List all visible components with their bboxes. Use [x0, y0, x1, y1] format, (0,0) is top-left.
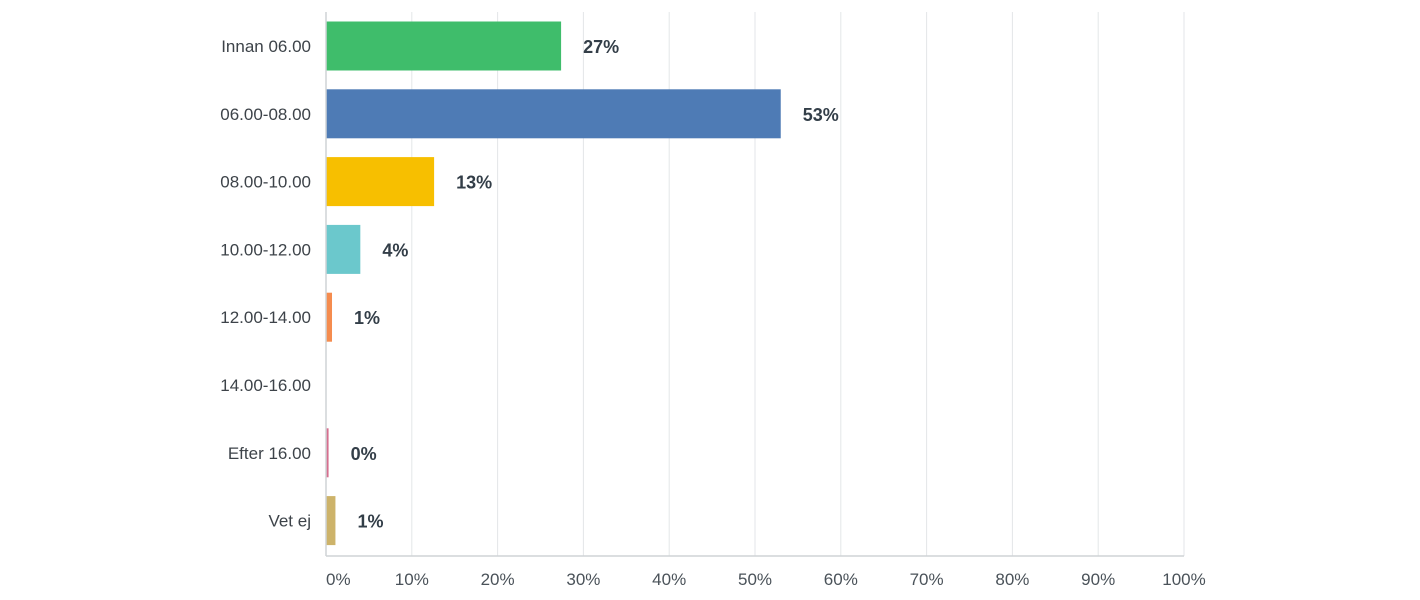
category-label: Innan 06.00 — [221, 37, 311, 56]
x-tick-label: 40% — [652, 570, 686, 589]
category-label: Efter 16.00 — [228, 444, 311, 463]
x-tick-label: 90% — [1081, 570, 1115, 589]
axes — [325, 12, 1184, 557]
data-label: 4% — [382, 240, 408, 260]
x-tick-label: 60% — [824, 570, 858, 589]
category-label: 08.00-10.00 — [220, 173, 311, 192]
x-tick-label: 70% — [910, 570, 944, 589]
data-label: 0% — [351, 444, 377, 464]
bar-8 — [326, 496, 336, 546]
category-label: 14.00-16.00 — [220, 376, 311, 395]
x-tick-label: 20% — [481, 570, 515, 589]
bar-2 — [326, 89, 781, 139]
data-label: 13% — [456, 173, 492, 193]
x-tick-label: 10% — [395, 570, 429, 589]
bar-7 — [326, 428, 329, 478]
x-tick-label: 50% — [738, 570, 772, 589]
data-label: 27% — [583, 37, 619, 57]
x-tick-label: 80% — [995, 570, 1029, 589]
bar-4 — [326, 224, 361, 274]
labels: 0% 10% 20% 30% 40% 50% 60% 70% 80% 90% 100% Innan 0… — [220, 37, 1205, 589]
category-label: 12.00-14.00 — [220, 308, 311, 327]
data-label: 53% — [803, 105, 839, 125]
bar-5 — [326, 292, 333, 342]
category-label: 10.00-12.00 — [220, 240, 311, 259]
x-tick-label: 100% — [1162, 570, 1205, 589]
category-label: Vet ej — [268, 512, 311, 531]
data-label: 1% — [354, 308, 380, 328]
category-label: 06.00-08.00 — [220, 105, 311, 124]
bars — [326, 21, 781, 546]
x-tick-label: 30% — [566, 570, 600, 589]
bar-1 — [326, 21, 562, 71]
bar-3 — [326, 157, 435, 207]
data-label: 1% — [357, 512, 383, 532]
x-tick-label: 0% — [326, 570, 351, 589]
